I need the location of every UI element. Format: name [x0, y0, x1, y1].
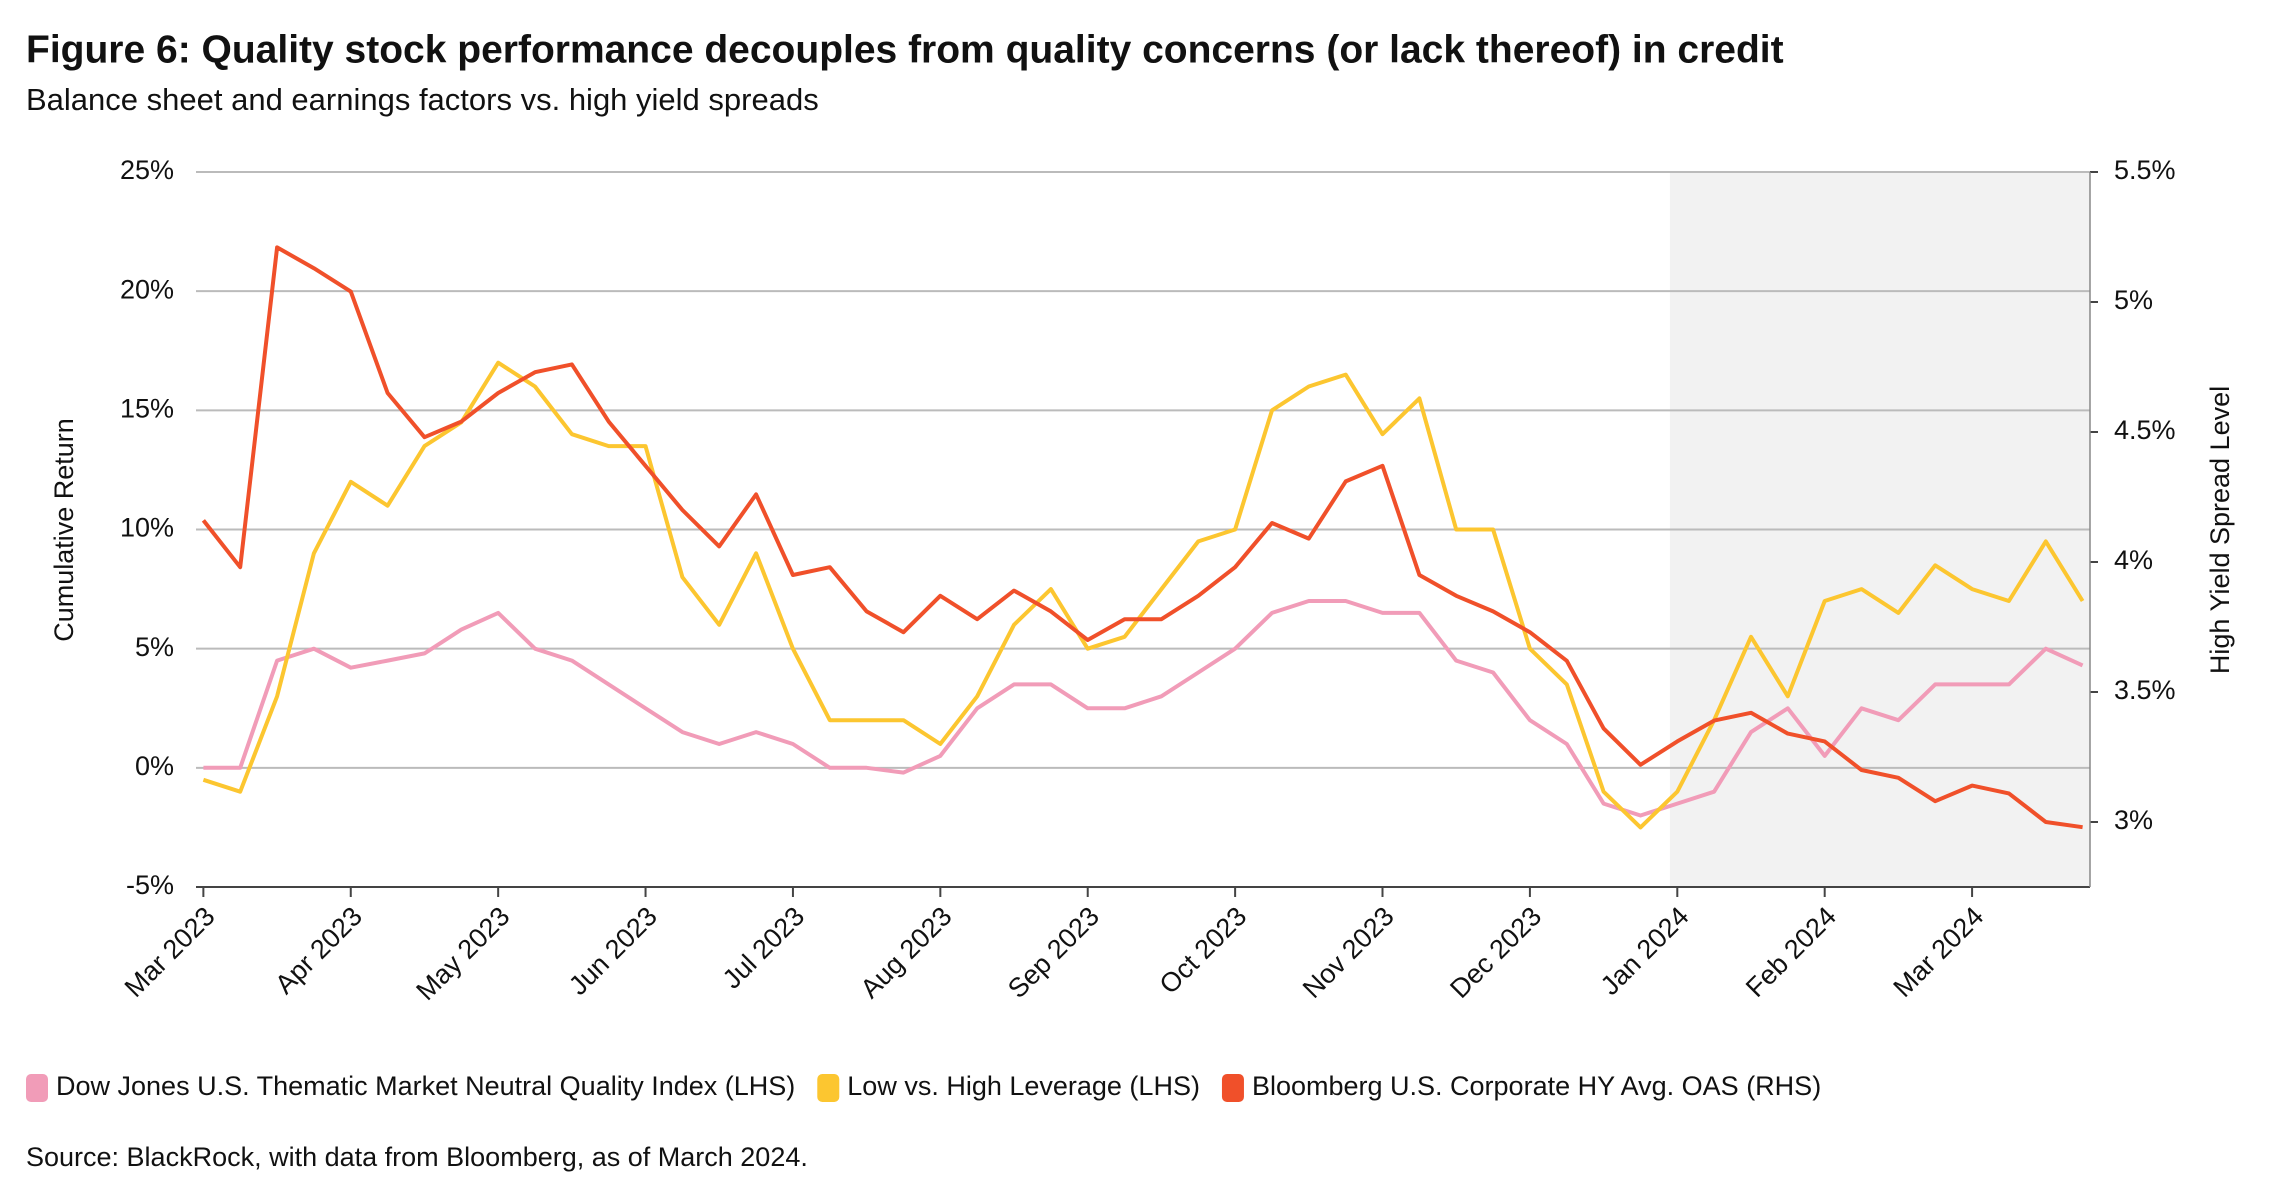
x-tick-label: Jun 2023	[563, 901, 663, 1001]
y2-tick-label: 3%	[2114, 805, 2153, 835]
legend-label: Low vs. High Leverage (LHS)	[847, 1071, 1200, 1101]
x-tick-label: Mar 2023	[119, 901, 221, 1003]
x-tick-label: Mar 2024	[1887, 901, 1989, 1003]
chart-subtitle: Balance sheet and earnings factors vs. h…	[26, 82, 819, 117]
y2-tick-label: 5%	[2114, 285, 2153, 315]
x-tick-label: Jul 2023	[717, 901, 810, 994]
x-tick-label: Apr 2023	[269, 901, 368, 1000]
legend-swatch	[1221, 1074, 1244, 1102]
y2-tick-label: 4.5%	[2114, 415, 2176, 445]
y-tick-label: 5%	[135, 632, 174, 662]
y2-axis-title: High Yield Spread Level	[2205, 386, 2235, 674]
x-tick-label: Nov 2023	[1297, 901, 1400, 1004]
legend-label: Dow Jones U.S. Thematic Market Neutral Q…	[56, 1071, 795, 1101]
y-tick-label: 10%	[120, 513, 174, 543]
y2-tick-label: 3.5%	[2114, 675, 2176, 705]
x-tick-label: Dec 2023	[1444, 901, 1547, 1004]
y2-tick-label: 4%	[2114, 545, 2153, 575]
y-tick-label: 15%	[120, 393, 174, 423]
x-tick-label: Feb 2024	[1740, 901, 1842, 1003]
source-note: Source: BlackRock, with data from Bloomb…	[26, 1142, 808, 1172]
x-tick-label: Oct 2023	[1154, 901, 1253, 1000]
x-tick-label: Jan 2024	[1595, 901, 1695, 1001]
chart-title: Figure 6: Quality stock performance deco…	[26, 28, 1784, 71]
legend-swatch	[26, 1074, 48, 1102]
legend-swatch	[817, 1074, 840, 1102]
x-tick-label: Sep 2023	[1002, 901, 1105, 1004]
y-tick-label: -5%	[126, 870, 174, 900]
y-tick-label: 25%	[120, 155, 174, 185]
series-line	[201, 245, 2083, 830]
series-line	[203, 599, 2084, 818]
legend-label: Bloomberg U.S. Corporate HY Avg. OAS (RH…	[1252, 1071, 1821, 1101]
y-tick-label: 0%	[135, 751, 174, 781]
series-line	[202, 360, 2085, 830]
x-tick-label: Aug 2023	[855, 901, 958, 1004]
x-tick-label: May 2023	[410, 901, 515, 1006]
y-axis-title: Cumulative Return	[49, 418, 79, 642]
y-tick-label: 20%	[120, 274, 174, 304]
y2-tick-label: 5.5%	[2114, 155, 2176, 185]
